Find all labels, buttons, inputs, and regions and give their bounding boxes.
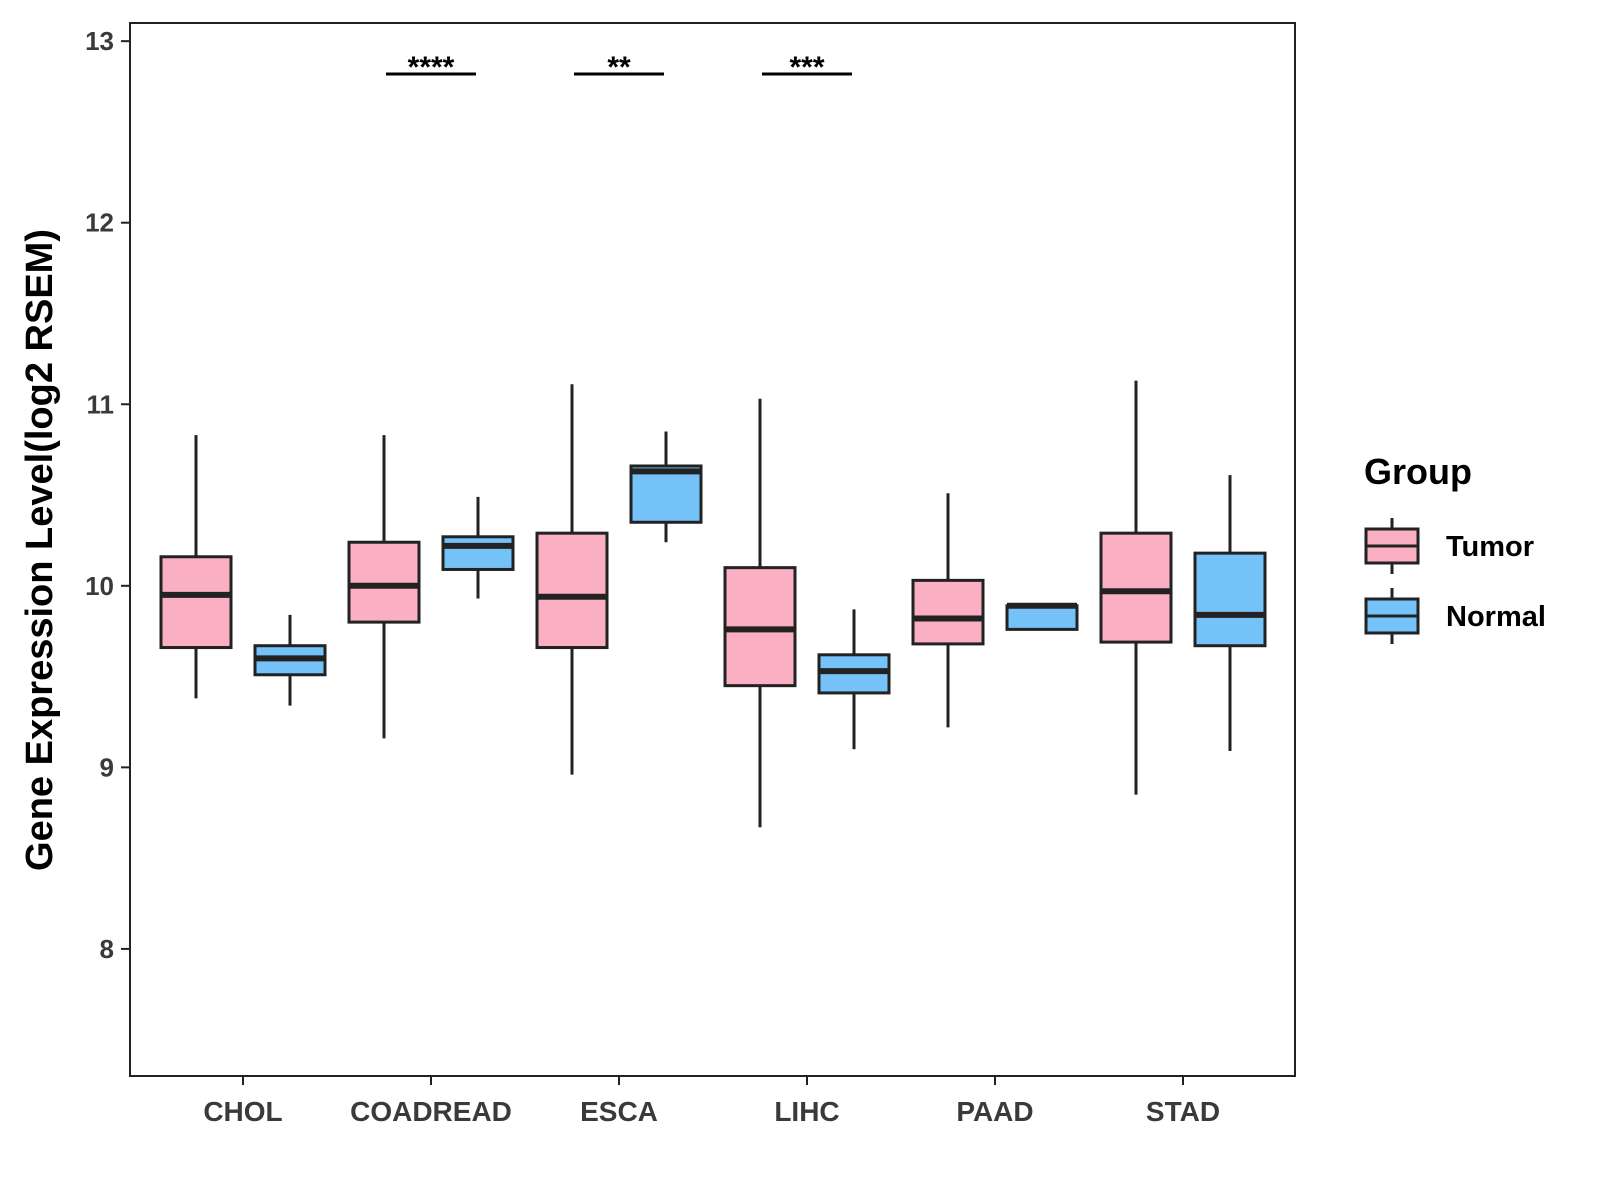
y-tick-label: 11 bbox=[87, 389, 115, 419]
box-tumor-lihc bbox=[723, 398, 797, 828]
box-body bbox=[347, 540, 421, 624]
box-tumor-esca bbox=[535, 384, 609, 775]
box-normal-lihc bbox=[817, 609, 891, 750]
legend: Group Tumor Normal bbox=[1364, 451, 1546, 644]
box-tumor-chol bbox=[159, 435, 233, 699]
box-body bbox=[535, 531, 609, 650]
box-normal-esca bbox=[629, 431, 703, 543]
significance-label: **** bbox=[408, 51, 455, 84]
y-tick-label: 9 bbox=[100, 752, 114, 782]
x-tick-label: PAAD bbox=[956, 1096, 1033, 1127]
box-tumor-paad bbox=[911, 493, 985, 728]
legend-key-tumor bbox=[1364, 518, 1420, 574]
y-tick-label: 12 bbox=[85, 208, 114, 238]
box-tumor-stad bbox=[1099, 380, 1173, 795]
legend-label-normal: Normal bbox=[1446, 601, 1546, 633]
significance-label: *** bbox=[789, 51, 824, 84]
box-body bbox=[629, 464, 703, 524]
y-tick-label: 10 bbox=[85, 571, 114, 601]
y-axis: 8 9 10 11 12 13 bbox=[85, 26, 130, 964]
x-tick-label: STAD bbox=[1146, 1096, 1220, 1127]
significance-annotations: **** ** *** bbox=[386, 51, 852, 84]
x-tick-label: ESCA bbox=[580, 1096, 658, 1127]
x-axis: CHOL COADREAD ESCA LIHC PAAD STAD bbox=[203, 1076, 1220, 1127]
plot-area bbox=[159, 380, 1267, 828]
box-tumor-coadread bbox=[347, 435, 421, 739]
box-body bbox=[441, 535, 515, 571]
legend-key-normal bbox=[1364, 588, 1420, 644]
legend-label-tumor: Tumor bbox=[1446, 531, 1534, 563]
plot-frame bbox=[129, 22, 1296, 1077]
box-body bbox=[911, 578, 985, 646]
x-tick-label: COADREAD bbox=[350, 1096, 512, 1127]
box-body bbox=[159, 555, 233, 650]
box-body bbox=[1005, 604, 1079, 631]
box-normal-stad bbox=[1193, 475, 1267, 752]
y-tick-label: 8 bbox=[100, 934, 114, 964]
box-normal-coadread bbox=[441, 496, 515, 599]
significance-label: ** bbox=[607, 51, 631, 84]
box-normal-chol bbox=[253, 614, 327, 706]
box-normal-paad bbox=[1005, 602, 1079, 631]
x-tick-label: CHOL bbox=[203, 1096, 282, 1127]
box-body bbox=[1099, 531, 1173, 644]
x-tick-label: LIHC bbox=[774, 1096, 839, 1127]
box-body bbox=[1193, 551, 1267, 648]
y-tick-label: 13 bbox=[85, 26, 114, 56]
y-axis-title: Gene Expression Level(log2 RSEM) bbox=[19, 229, 61, 871]
legend-title: Group bbox=[1364, 451, 1472, 492]
